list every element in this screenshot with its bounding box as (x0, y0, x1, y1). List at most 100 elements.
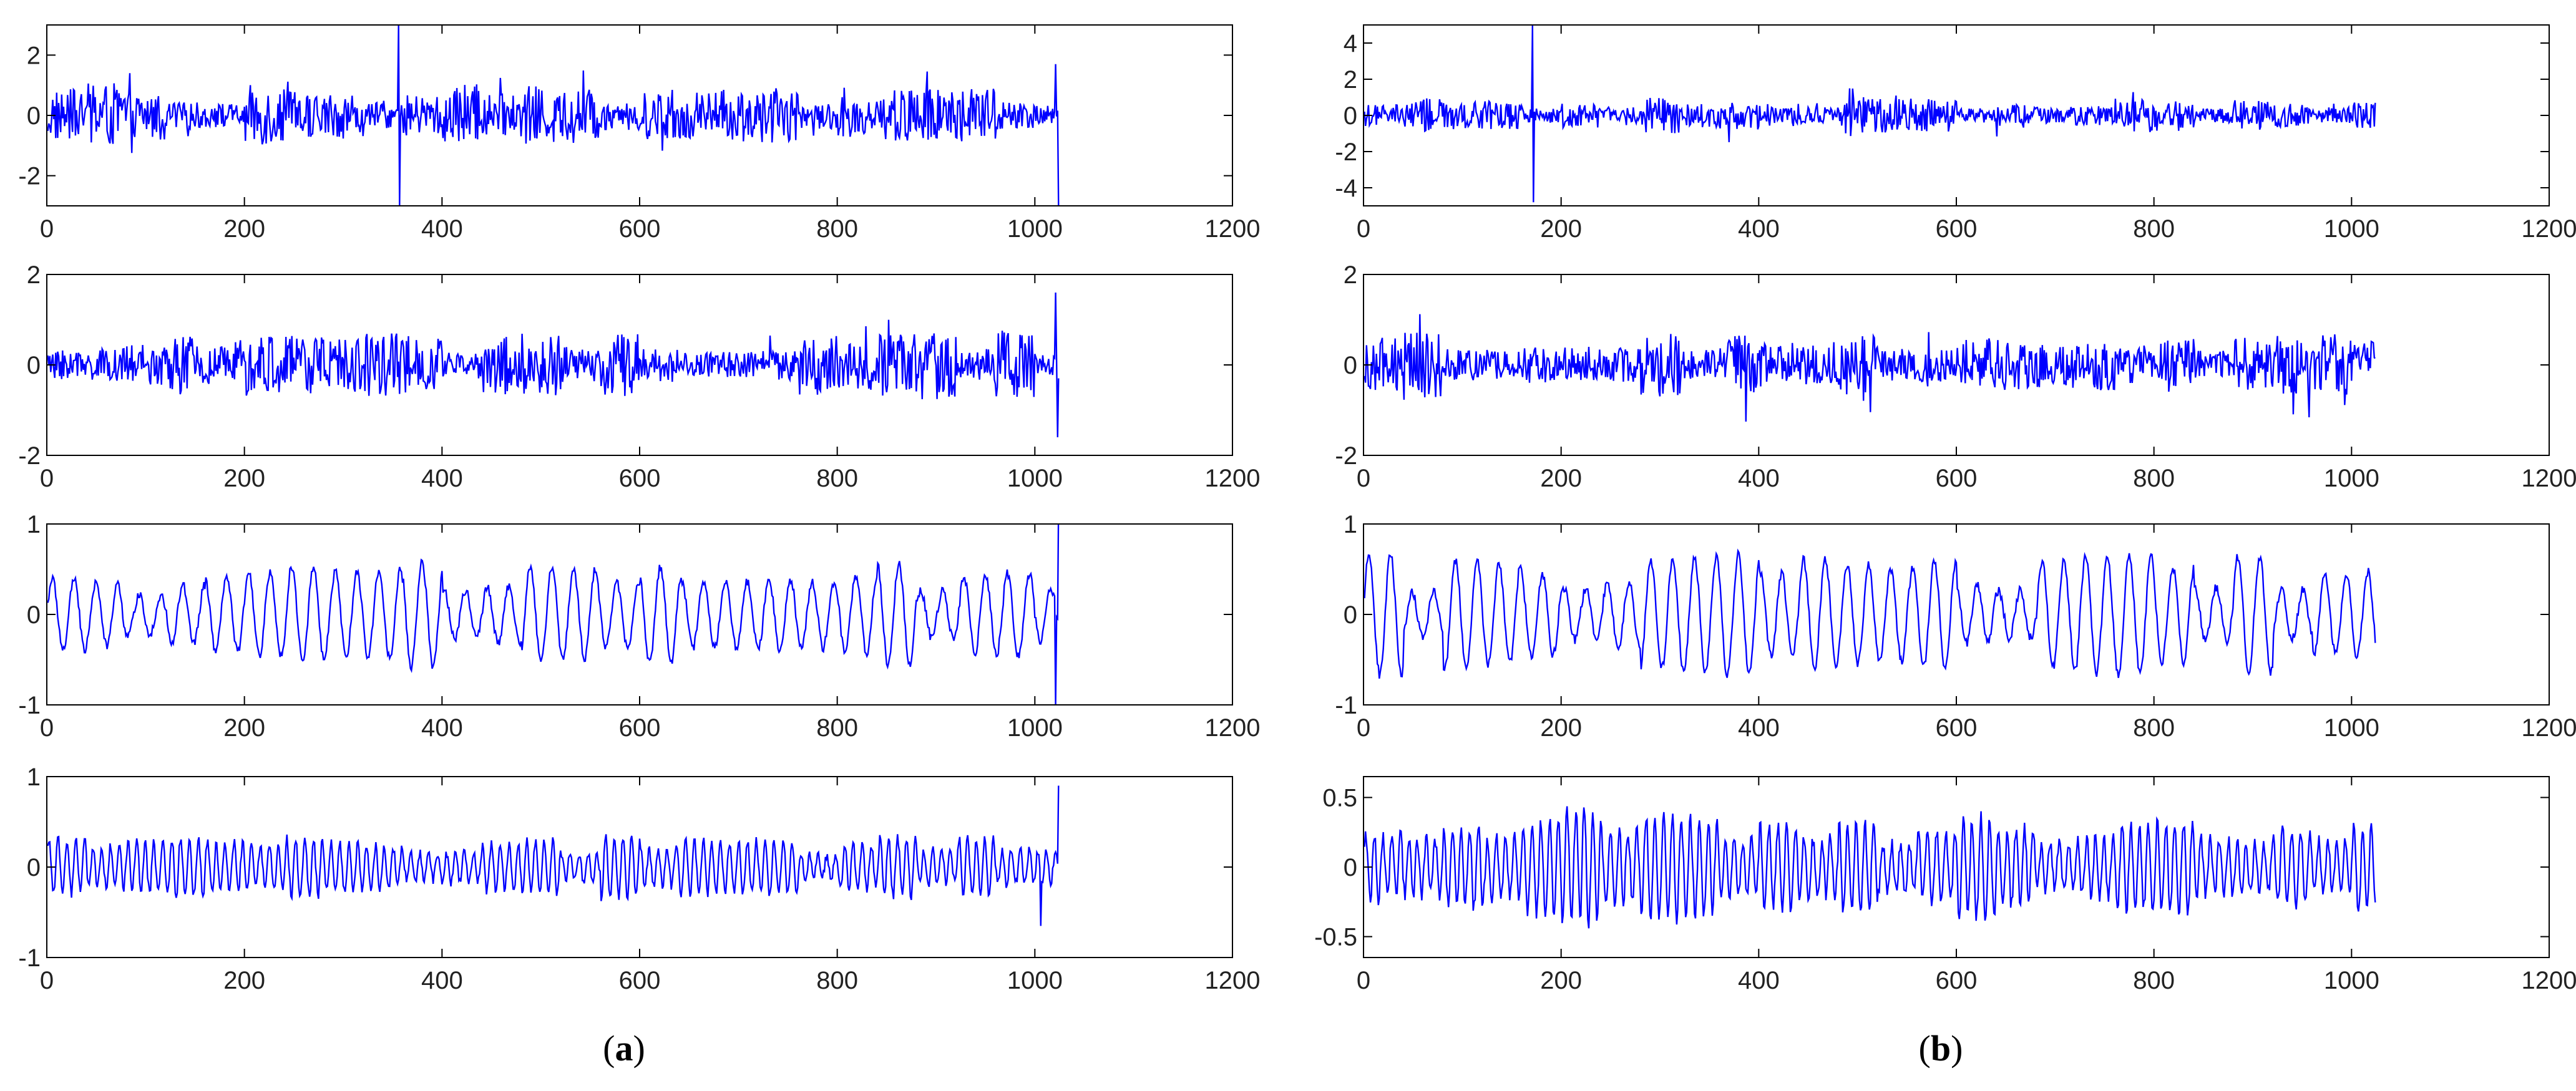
y-tick-label-a3-0: 0 (27, 601, 41, 629)
x-tick-label-a1-800: 800 (816, 215, 858, 243)
x-tick-label-b4-0: 0 (1357, 967, 1370, 994)
x-tick-label-a3-0: 0 (40, 714, 54, 742)
x-tick-label-a1-1000: 1000 (1007, 215, 1063, 243)
x-tick-label-b1-600: 600 (1936, 215, 1978, 243)
x-tick-label-b4-1000: 1000 (2324, 967, 2379, 994)
y-tick-label-b1--2: -2 (1335, 138, 1357, 166)
x-tick-label-a3-400: 400 (421, 714, 463, 742)
y-tick-label-a1--2: -2 (18, 163, 41, 190)
y-tick-label-b4-0: 0 (1344, 854, 1357, 881)
y-tick-label-b1-2: 2 (1344, 66, 1357, 94)
y-tick-label-a3-1: 1 (27, 511, 41, 538)
x-tick-label-b3-1200: 1200 (2522, 714, 2576, 742)
x-tick-label-b2-200: 200 (1540, 465, 1582, 492)
x-tick-label-b2-1000: 1000 (2324, 465, 2379, 492)
signal-line-b2 (1364, 314, 2376, 422)
x-tick-label-b2-600: 600 (1936, 465, 1978, 492)
y-tick-label-b3-1: 1 (1344, 511, 1357, 538)
axes-frame-b3 (1363, 523, 2550, 706)
x-tick-label-a3-600: 600 (619, 714, 661, 742)
x-tick-label-b3-1000: 1000 (2324, 714, 2379, 742)
x-tick-label-a1-600: 600 (619, 215, 661, 243)
y-tick-label-b1--4: -4 (1335, 175, 1357, 202)
x-tick-label-a2-1200: 1200 (1205, 465, 1261, 492)
x-tick-label-b4-800: 800 (2133, 967, 2175, 994)
caption-b: (b) (1919, 1028, 1963, 1069)
x-tick-label-b2-1200: 1200 (2522, 465, 2576, 492)
x-tick-label-b3-800: 800 (2133, 714, 2175, 742)
x-tick-label-a2-200: 200 (223, 465, 265, 492)
axes-frame-a4 (46, 776, 1233, 958)
x-tick-label-a2-1000: 1000 (1007, 465, 1063, 492)
x-tick-label-a4-600: 600 (619, 967, 661, 994)
x-tick-label-a2-800: 800 (816, 465, 858, 492)
x-tick-label-b3-400: 400 (1738, 714, 1780, 742)
y-tick-label-b4-0.5: 0.5 (1322, 784, 1357, 812)
x-tick-label-b4-600: 600 (1936, 967, 1978, 994)
x-tick-label-a2-400: 400 (421, 465, 463, 492)
y-tick-label-b4--0.5: -0.5 (1314, 924, 1357, 951)
y-tick-label-a4--1: -1 (18, 944, 41, 972)
x-tick-label-a3-1200: 1200 (1205, 714, 1261, 742)
x-tick-label-a4-1000: 1000 (1007, 967, 1063, 994)
x-tick-label-b3-200: 200 (1540, 714, 1582, 742)
x-tick-label-b4-200: 200 (1540, 967, 1582, 994)
x-tick-label-a4-1200: 1200 (1205, 967, 1261, 994)
y-tick-label-a1-2: 2 (27, 42, 41, 69)
signal-line-a2 (47, 292, 1060, 438)
subplot-b4: 0 200 400 600 800 1000 1200-0.500.5 (1314, 776, 2576, 994)
x-tick-label-a1-0: 0 (40, 215, 54, 243)
x-tick-label-b1-0: 0 (1357, 215, 1370, 243)
subplot-a4: 0 200 400 600 800 1000 1200-101 (18, 764, 1260, 994)
x-tick-label-b1-400: 400 (1738, 215, 1780, 243)
x-tick-label-a3-1000: 1000 (1007, 714, 1063, 742)
y-tick-label-a4-1: 1 (27, 764, 41, 791)
x-tick-label-a2-0: 0 (40, 465, 54, 492)
x-tick-label-b1-200: 200 (1540, 215, 1582, 243)
x-tick-label-b2-0: 0 (1357, 465, 1370, 492)
y-tick-label-a2-0: 0 (27, 352, 41, 379)
subplot-a3: 0 200 400 600 800 1000 1200-101 (18, 511, 1261, 742)
subplot-a1: 0 200 400 600 800 1000 1200 -2 0 2 (18, 24, 1261, 243)
x-tick-label-b4-400: 400 (1738, 967, 1780, 994)
subplot-a2: 0 200 400 600 800 1000 1200-202 (18, 261, 1260, 492)
x-tick-label-a1-1200: 1200 (1205, 215, 1261, 243)
subplot-b2: 0 200 400 600 800 1000 1200-202 (1335, 261, 2576, 492)
y-tick-label-b2--2: -2 (1335, 442, 1357, 470)
caption-a: (a) (603, 1028, 645, 1069)
x-tick-label-b2-800: 800 (2133, 465, 2175, 492)
x-tick-label-a4-200: 200 (223, 967, 265, 994)
y-tick-label-b2-2: 2 (1344, 261, 1357, 289)
y-tick-label-b3--1: -1 (1335, 692, 1357, 719)
y-tick-label-a3--1: -1 (18, 692, 41, 719)
x-tick-label-a4-400: 400 (421, 967, 463, 994)
subplot-b1: 0 200 400 600 800 1000 1200 -4 -2 0 2 4 (1335, 24, 2576, 243)
x-tick-label-b3-0: 0 (1357, 714, 1370, 742)
x-tick-label-b2-400: 400 (1738, 465, 1780, 492)
y-tick-label-b2-0: 0 (1344, 352, 1357, 379)
axes-frame-b4 (1363, 776, 2550, 958)
y-tick-label-a1-0: 0 (27, 102, 41, 130)
x-tick-label-a3-800: 800 (816, 714, 858, 742)
y-tick-label-b1-0: 0 (1344, 102, 1357, 130)
x-tick-label-a4-0: 0 (40, 967, 54, 994)
x-tick-label-a1-400: 400 (421, 215, 463, 243)
x-tick-label-a4-800: 800 (816, 967, 858, 994)
signal-line-a4 (47, 785, 1060, 926)
x-tick-label-b3-600: 600 (1936, 714, 1978, 742)
y-tick-label-b3-0: 0 (1344, 601, 1357, 629)
x-tick-label-b4-1200: 1200 (2522, 967, 2576, 994)
signal-line-b3 (1364, 548, 2376, 679)
subplot-b3: 0 200 400 600 800 1000 1200-101 (1335, 511, 2576, 742)
signal-line-a3 (47, 524, 1060, 705)
x-tick-label-b1-1200: 1200 (2522, 215, 2576, 243)
x-tick-label-b1-1000: 1000 (2324, 215, 2379, 243)
x-tick-label-a1-200: 200 (223, 215, 265, 243)
signal-line-b1 (1364, 25, 2376, 203)
y-tick-label-a2-2: 2 (27, 261, 41, 289)
signal-line-b4 (1364, 806, 2376, 929)
x-tick-label-a3-200: 200 (223, 714, 265, 742)
x-tick-label-a2-600: 600 (619, 465, 661, 492)
